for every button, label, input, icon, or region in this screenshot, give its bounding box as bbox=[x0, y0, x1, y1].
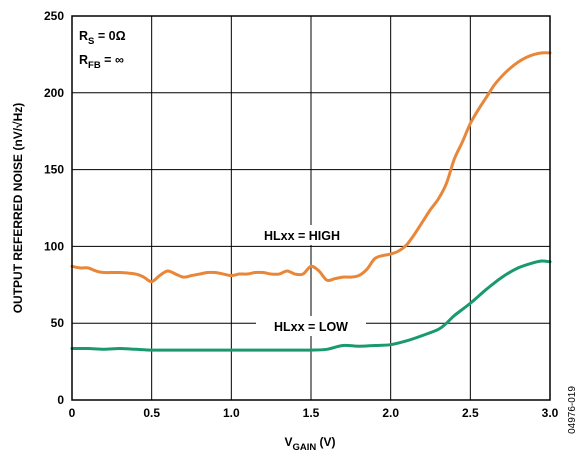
x-tick-label: 0 bbox=[69, 406, 76, 420]
y-tick-label: 200 bbox=[44, 86, 64, 100]
x-tick-label: 1.5 bbox=[303, 406, 320, 420]
y-tick-label: 150 bbox=[44, 163, 64, 177]
condition-rs: RS = 0Ω bbox=[79, 29, 126, 47]
x-tick-label: 1.0 bbox=[223, 406, 240, 420]
x-tick-label: 0.5 bbox=[143, 406, 160, 420]
condition-rfb: RFB = ∞ bbox=[79, 53, 124, 71]
y-axis-title: OUTPUT REFERRED NOISE (nV/√Hz) bbox=[11, 103, 25, 314]
figure-id: 04976-019 bbox=[567, 386, 578, 434]
gridlines bbox=[71, 15, 551, 401]
high-label-bg bbox=[248, 225, 356, 245]
x-tick-label: 3.0 bbox=[542, 406, 559, 420]
low-label-bg bbox=[256, 316, 366, 336]
y-tick-label: 250 bbox=[44, 9, 64, 23]
series-line-low bbox=[70, 259, 552, 352]
x-tick-label: 2.0 bbox=[382, 406, 399, 420]
x-axis-title: VGAIN (V) bbox=[284, 435, 335, 453]
series-label-low: HLxx = LOW bbox=[274, 320, 348, 334]
y-tick-label: 0 bbox=[57, 393, 64, 407]
series-label-high: HLxx = HIGH bbox=[264, 229, 340, 243]
series-line-high bbox=[70, 51, 552, 284]
x-tick-label: 2.5 bbox=[462, 406, 479, 420]
plot-frame bbox=[71, 15, 551, 401]
y-tick-label: 100 bbox=[44, 239, 64, 253]
series-layer bbox=[70, 51, 552, 352]
tick-labels: 0 0.5 1.0 1.5 2.0 2.5 3.0 0 50 100 150 200 250 bbox=[44, 9, 559, 420]
y-tick-label: 50 bbox=[51, 316, 65, 330]
